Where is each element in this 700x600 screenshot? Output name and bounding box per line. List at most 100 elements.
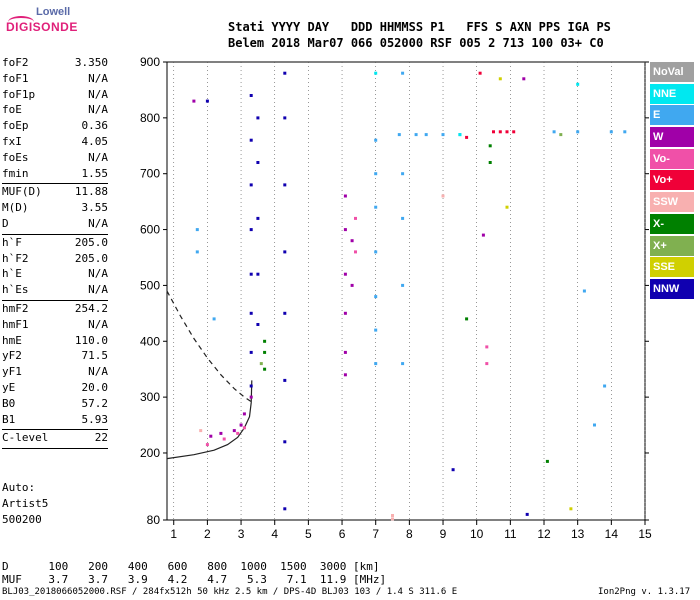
param-divider <box>2 299 108 301</box>
param-divider <box>2 233 108 235</box>
distance-row: D 100 200 400 600 800 1000 1500 3000 [km… <box>2 560 380 573</box>
echo-point-e <box>401 283 405 287</box>
echo-point-x <box>259 362 263 366</box>
echo-point-w <box>343 194 347 198</box>
legend-item-vo: Vo- <box>650 148 694 169</box>
param-name: hmF1 <box>2 317 29 331</box>
echo-point-vo <box>222 437 226 441</box>
param-value: N/A <box>88 71 108 85</box>
x-tick-label: 3 <box>238 527 245 541</box>
echo-point-ssw <box>441 194 445 198</box>
echo-point-e <box>603 384 607 388</box>
echo-point-vo <box>354 216 357 220</box>
x-tick-label: 6 <box>339 527 346 541</box>
param-value: N/A <box>88 283 108 297</box>
echo-point-w <box>343 373 347 377</box>
digisonde-logo: Lowell DIGISONDE <box>6 6 77 46</box>
echo-point-nnw <box>249 94 253 97</box>
plot-frame <box>166 61 646 521</box>
param-name: foF2 <box>2 56 29 69</box>
echo-point-nnw <box>283 440 287 444</box>
echo-point-nnw <box>256 116 260 120</box>
echo-point-sse <box>498 77 502 81</box>
echo-point-nnw <box>283 116 287 120</box>
param-name: yF2 <box>2 349 22 363</box>
param-row: fmin 1.55 <box>2 167 108 183</box>
echo-point-nnw <box>249 311 253 315</box>
echo-point-e <box>397 133 401 137</box>
logo-text-top: Lowell <box>36 6 71 18</box>
echo-point-e <box>424 133 428 137</box>
echo-point-vo <box>485 345 489 349</box>
echo-point-x <box>545 459 549 463</box>
echo-point-w <box>192 99 196 103</box>
param-name: MUF(D) <box>2 185 42 199</box>
echo-point-nnw <box>256 216 260 220</box>
param-divider <box>2 448 108 450</box>
param-value: 22 <box>94 431 108 445</box>
legend-item-w: W <box>650 127 694 148</box>
y-tick-label: 200 <box>140 446 160 460</box>
param-row: B1 5.93 <box>2 413 108 429</box>
param-name: foE <box>2 103 22 117</box>
echo-point-ssw <box>391 517 394 521</box>
param-value: 20.0 <box>81 380 109 394</box>
param-name: yF1 <box>2 365 22 379</box>
param-row: MUF(D) 11.88 <box>2 185 108 201</box>
param-value: 110.0 <box>74 333 108 347</box>
param-name: h`Es <box>2 283 29 297</box>
echo-point-w <box>343 272 347 276</box>
echo-point-nnw <box>249 272 253 276</box>
param-value: N/A <box>88 317 108 331</box>
echo-point-e <box>374 295 378 299</box>
echo-point-e <box>552 130 556 134</box>
echo-point-nnw <box>256 323 260 326</box>
echo-point-e <box>414 133 418 137</box>
param-name: foF1p <box>2 87 36 101</box>
x-tick-label: 15 <box>638 527 652 541</box>
echo-point-vo <box>354 250 357 254</box>
version-footer: Ion2Png v. 1.3.17 <box>598 587 691 597</box>
echo-point-x <box>488 144 492 148</box>
param-row: M(D) 3.55 <box>2 201 108 217</box>
param-value: 4.05 <box>81 134 109 148</box>
x-tick-label: 10 <box>470 527 484 541</box>
echo-point-nnw <box>283 183 287 187</box>
echo-point-w <box>343 228 347 232</box>
echo-point-e <box>374 250 378 254</box>
file-info-footer: BLJ03_2018066052000.RSF / 284fx512h 50 k… <box>2 587 458 597</box>
param-name: foEs <box>2 150 29 164</box>
param-row: foE N/A <box>2 103 108 119</box>
echo-point-e <box>374 328 378 332</box>
echo-point-e <box>401 172 405 176</box>
echo-point-vo <box>498 130 502 134</box>
echo-point-e <box>374 205 378 209</box>
param-value: N/A <box>88 103 108 117</box>
header-fields: Stati YYYY DAY DDD HHMMSS P1 FFS S AXN P… <box>228 20 611 34</box>
param-value: 205.0 <box>74 235 108 249</box>
echo-point-nnw <box>283 378 287 382</box>
param-name: B1 <box>2 412 16 426</box>
param-value: 3.55 <box>81 201 109 215</box>
polarization-legend: NoVal NNE E W Vo- Vo+ SSW X- X+ SSE NNW <box>650 62 694 301</box>
echo-point-w <box>522 77 526 81</box>
echo-point-vo <box>205 443 209 447</box>
echo-point-e <box>212 317 216 321</box>
param-value: 0.36 <box>81 119 109 133</box>
param-row: hmF2 254.2 <box>2 302 108 318</box>
param-name: hmE <box>2 333 22 347</box>
legend-item-x: X- <box>650 213 694 234</box>
param-row: h`F 205.0 <box>2 236 108 252</box>
param-value: 5.93 <box>81 412 109 426</box>
param-row: h`F2 205.0 <box>2 252 108 268</box>
echo-point-x <box>488 161 492 164</box>
param-value: N/A <box>88 267 108 281</box>
echo-point-e <box>582 289 586 293</box>
echo-point-vo <box>236 431 240 435</box>
echo-point-x <box>465 317 469 321</box>
param-name: M(D) <box>2 201 29 215</box>
echo-point-vo <box>492 130 495 134</box>
echo-point-nnw <box>249 384 253 388</box>
echo-point-nnw <box>283 507 287 511</box>
x-tick-label: 12 <box>537 527 551 541</box>
